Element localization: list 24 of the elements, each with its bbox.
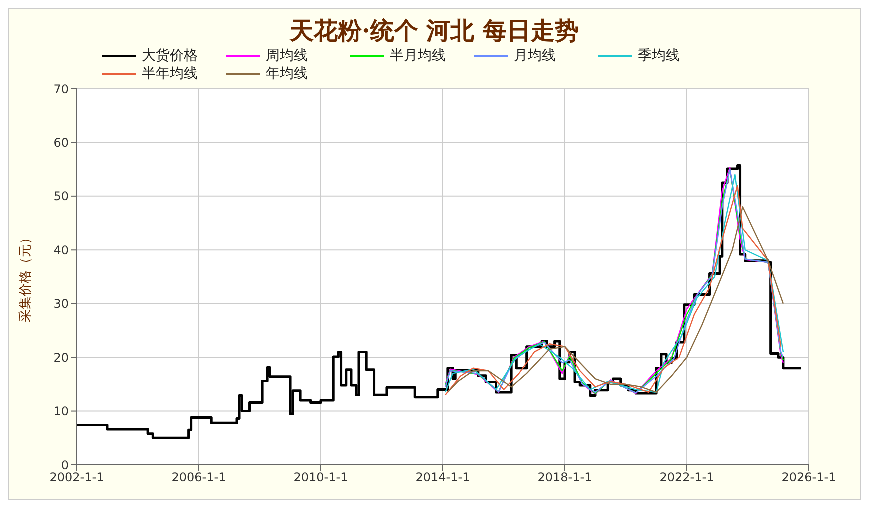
x-tick-label: 2018-1-1 — [538, 470, 592, 485]
legend-label: 年均线 — [266, 65, 308, 83]
y-tick-label: 60 — [54, 136, 69, 150]
x-tick-label: 2022-1-1 — [660, 470, 714, 485]
x-tick-label: 2002-1-1 — [50, 470, 104, 485]
legend-label: 半月均线 — [390, 47, 446, 65]
y-tick-label: 50 — [54, 190, 69, 204]
x-tick-label: 2014-1-1 — [416, 470, 470, 485]
x-tick-label: 2026-1-1 — [782, 470, 836, 485]
y-axis-title: 采集价格（元） — [18, 232, 34, 322]
legend-label: 周均线 — [266, 47, 308, 65]
y-tick-label: 0 — [61, 458, 69, 472]
x-tick-label: 2010-1-1 — [294, 470, 348, 485]
legend-label: 季均线 — [638, 47, 680, 65]
chart-title: 天花粉·统个 河北 每日走势 — [288, 15, 580, 47]
y-tick-label: 40 — [54, 243, 69, 258]
x-tick-label: 2006-1-1 — [172, 470, 226, 485]
y-tick-label: 10 — [54, 404, 69, 419]
y-tick-label: 30 — [54, 297, 69, 312]
y-tick-label: 20 — [54, 350, 69, 365]
legend-label: 大货价格 — [142, 47, 198, 65]
legend-label: 半年均线 — [142, 65, 198, 83]
y-tick-label: 70 — [54, 82, 69, 96]
legend-label: 月均线 — [514, 47, 556, 65]
